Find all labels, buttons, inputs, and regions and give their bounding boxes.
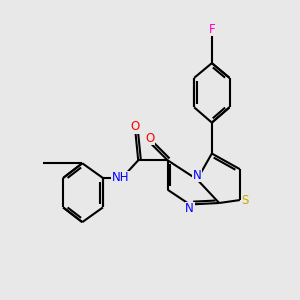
Text: N: N <box>185 202 194 215</box>
Text: O: O <box>131 120 140 133</box>
Text: O: O <box>146 132 154 145</box>
Text: NH: NH <box>112 172 129 184</box>
Text: N: N <box>193 169 202 182</box>
Text: S: S <box>242 194 249 207</box>
Text: F: F <box>208 23 215 36</box>
